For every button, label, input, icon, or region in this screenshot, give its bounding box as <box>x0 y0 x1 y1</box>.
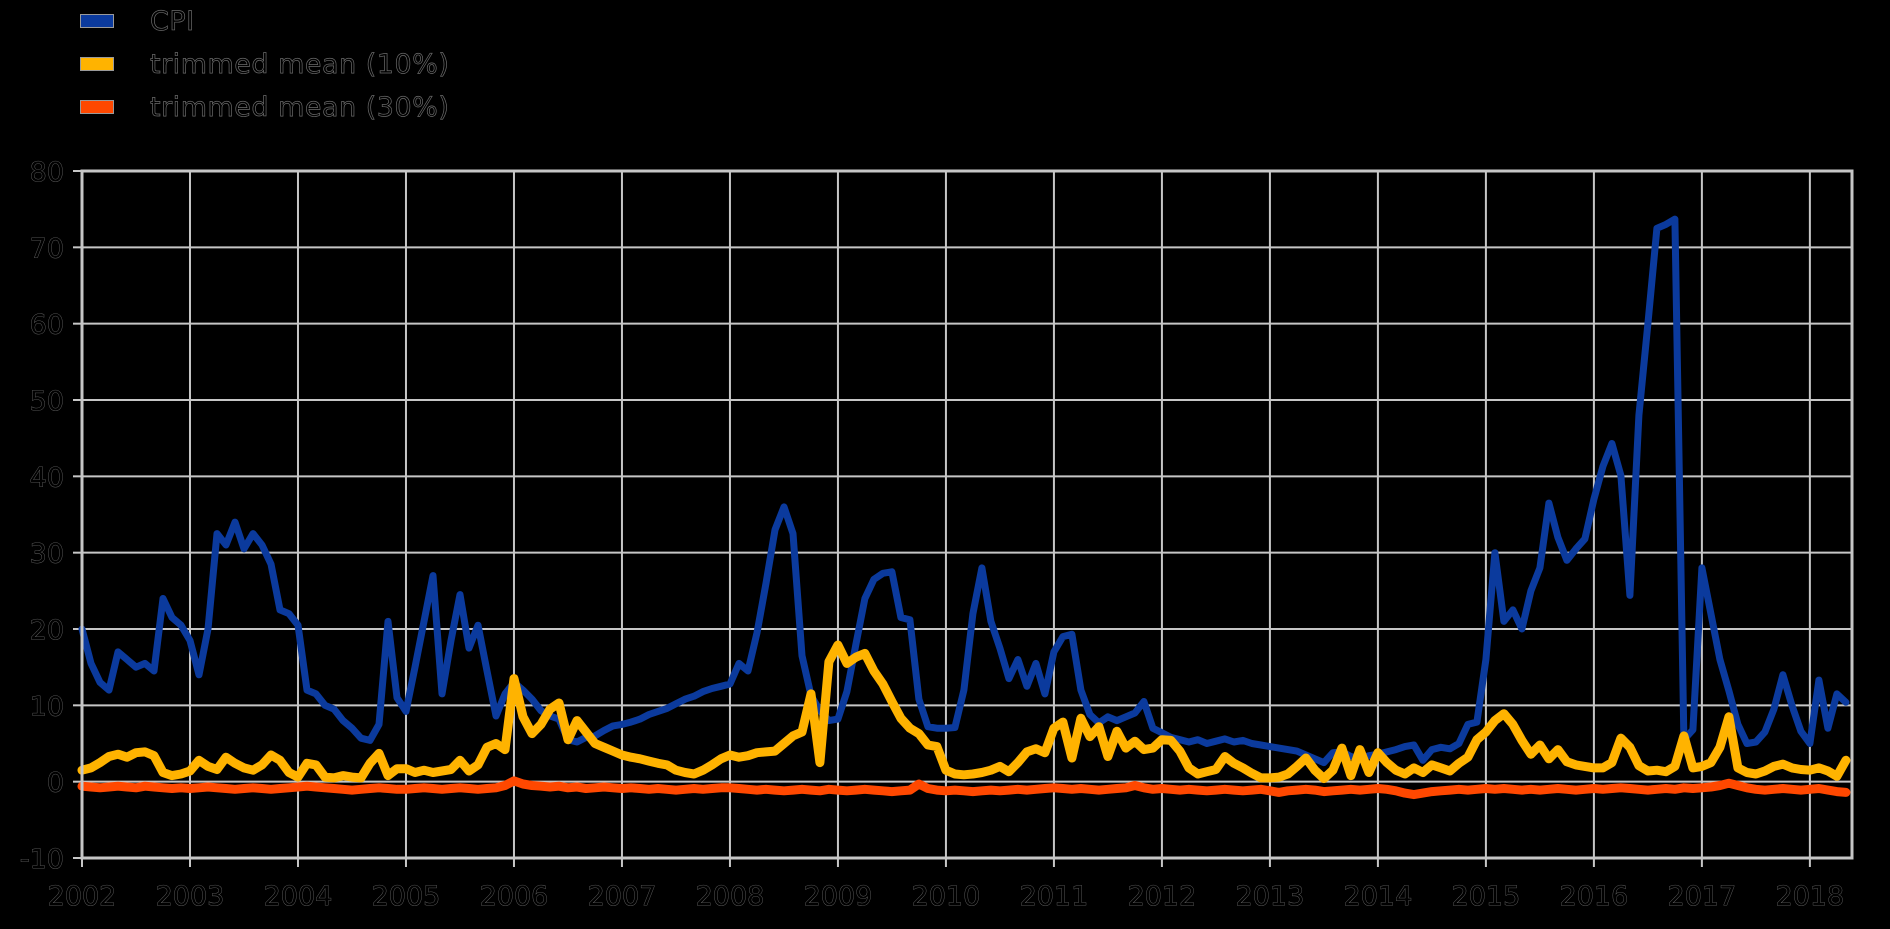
svg-text:2011: 2011 <box>1020 881 1089 912</box>
svg-text:2007: 2007 <box>588 881 657 912</box>
svg-text:2005: 2005 <box>372 881 441 912</box>
legend-label-trimmed-mean-10: trimmed mean (10%) <box>150 48 450 80</box>
svg-text:80: 80 <box>30 157 64 188</box>
svg-text:2009: 2009 <box>804 881 873 912</box>
trimmed-mean-30-line-swatch-icon <box>80 100 114 114</box>
svg-text:2003: 2003 <box>156 881 225 912</box>
svg-text:2014: 2014 <box>1344 881 1413 912</box>
legend: CPI trimmed mean (10%) trimmed mean (30%… <box>80 5 450 135</box>
svg-text:30: 30 <box>30 539 64 570</box>
svg-text:-10: -10 <box>20 844 64 875</box>
svg-text:2018: 2018 <box>1776 881 1845 912</box>
svg-text:2016: 2016 <box>1560 881 1629 912</box>
svg-text:2017: 2017 <box>1668 881 1737 912</box>
svg-text:2006: 2006 <box>480 881 549 912</box>
legend-item-trimmed-mean-10: trimmed mean (10%) <box>80 48 450 80</box>
svg-text:20: 20 <box>30 615 64 646</box>
cpi-line-swatch-icon <box>80 14 114 28</box>
svg-text:2004: 2004 <box>264 881 333 912</box>
svg-text:70: 70 <box>30 233 64 264</box>
legend-label-trimmed-mean-30: trimmed mean (30%) <box>150 91 450 123</box>
svg-text:2013: 2013 <box>1236 881 1305 912</box>
trimmed-mean-10-line-swatch-icon <box>80 57 114 71</box>
svg-text:2002: 2002 <box>48 881 117 912</box>
svg-text:0: 0 <box>47 768 64 799</box>
svg-text:2012: 2012 <box>1128 881 1197 912</box>
legend-label-cpi: CPI <box>150 5 195 37</box>
legend-item-trimmed-mean-30: trimmed mean (30%) <box>80 91 450 123</box>
legend-item-cpi: CPI <box>80 5 449 37</box>
svg-text:60: 60 <box>30 310 64 341</box>
svg-text:2015: 2015 <box>1452 881 1521 912</box>
svg-text:10: 10 <box>30 691 64 722</box>
svg-text:2008: 2008 <box>696 881 765 912</box>
svg-text:2010: 2010 <box>912 881 981 912</box>
svg-text:50: 50 <box>30 386 64 417</box>
svg-text:40: 40 <box>30 462 64 493</box>
